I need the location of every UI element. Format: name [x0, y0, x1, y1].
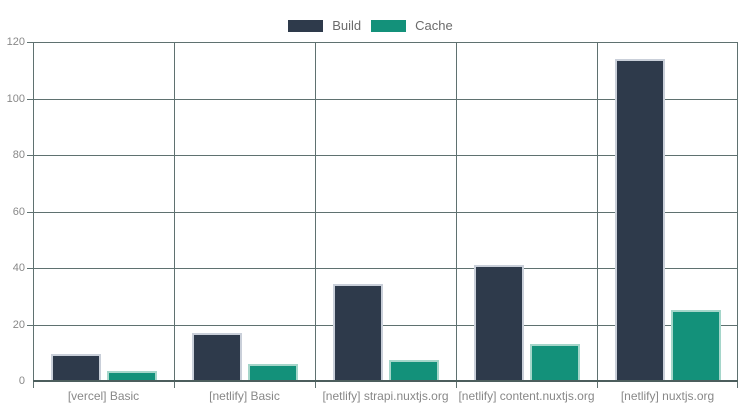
bar-build-4 — [614, 59, 665, 381]
bar-build-1 — [191, 333, 242, 381]
gridline-horizontal — [33, 268, 738, 270]
legend-item-build[interactable]: Build — [288, 18, 361, 33]
bar-cache-2 — [388, 360, 439, 381]
y-tick-label: 100 — [6, 92, 25, 105]
gridline-vertical — [33, 42, 34, 381]
y-axis-tick — [27, 324, 33, 326]
x-axis-tick — [597, 382, 598, 388]
gridline-vertical — [737, 42, 738, 381]
y-axis-tick — [27, 42, 33, 43]
x-axis-labels: [vercel] Basic [netlify] Basic [netlify] s… — [33, 389, 738, 403]
y-axis-tick — [27, 211, 33, 213]
legend: Build Cache — [0, 18, 741, 33]
gridline-vertical — [174, 42, 175, 381]
gridline-vertical — [315, 42, 316, 381]
x-axis-tick — [456, 382, 457, 388]
y-axis-labels: 0 20 40 60 80 100 120 — [0, 36, 26, 387]
x-category-label: [netlify] strapi.nuxtjs.org — [322, 389, 449, 403]
gridline-horizontal — [33, 42, 738, 43]
bar-cache-1 — [247, 364, 298, 381]
bar-cache-4 — [670, 310, 721, 381]
x-axis-tick — [737, 382, 738, 388]
bar-build-2 — [332, 284, 383, 381]
legend-label-build: Build — [332, 18, 362, 33]
legend-item-cache[interactable]: Cache — [371, 18, 453, 33]
y-tick-label: 20 — [12, 318, 25, 331]
legend-label-cache: Cache — [415, 18, 453, 33]
y-axis-tick — [27, 155, 33, 157]
legend-swatch-cache — [371, 19, 407, 32]
x-category-label: [netlify] nuxtjs.org — [620, 389, 715, 403]
x-axis-tick — [33, 382, 34, 388]
bar-cache-0 — [106, 371, 157, 381]
y-tick-label: 120 — [6, 36, 25, 48]
bar-cache-3 — [529, 344, 580, 381]
gridline-vertical — [597, 42, 598, 381]
y-axis-tick — [27, 98, 33, 100]
gridline-vertical — [456, 42, 457, 381]
x-category-label: [netlify] content.nuxtjs.org — [458, 389, 595, 403]
gridline-horizontal — [33, 324, 738, 326]
y-tick-label: 40 — [12, 262, 25, 275]
x-category-label: [netlify] Basic — [209, 389, 280, 403]
gridline-horizontal — [33, 98, 738, 100]
y-tick-label: 60 — [12, 205, 25, 218]
y-tick-label: 80 — [12, 149, 25, 162]
y-axis-tick — [27, 268, 33, 270]
gridline-horizontal — [33, 211, 738, 213]
x-axis-tick — [174, 382, 175, 388]
y-tick-label: 0 — [18, 375, 25, 387]
x-axis-tick — [315, 382, 316, 388]
x-category-label: [vercel] Basic — [67, 389, 140, 403]
x-axis-line — [33, 380, 738, 382]
bar-build-0 — [50, 354, 101, 381]
gridline-horizontal — [33, 155, 738, 157]
legend-swatch-build — [288, 19, 324, 32]
bar-build-3 — [473, 265, 524, 381]
plot-area — [27, 42, 738, 388]
